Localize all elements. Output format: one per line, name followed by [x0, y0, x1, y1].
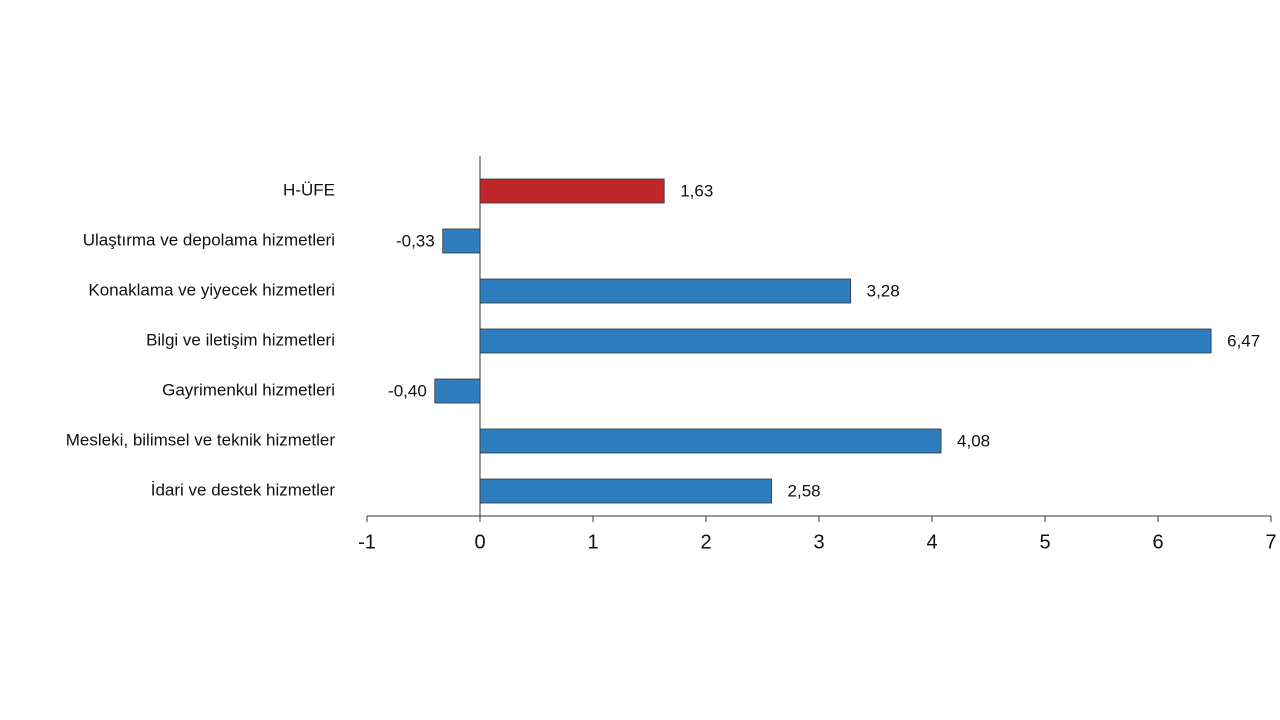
- y-tick-label: Ulaştırma ve depolama hizmetleri: [83, 230, 335, 249]
- bar: [442, 228, 481, 254]
- value-label: -0,40: [388, 381, 427, 400]
- value-label: 4,08: [957, 431, 990, 450]
- y-tick-label: Mesleki, bilimsel ve teknik hizmetler: [66, 430, 336, 449]
- value-label: 6,47: [1227, 331, 1260, 350]
- x-tick-label: 1: [587, 531, 598, 553]
- x-tick-label: 7: [1265, 531, 1276, 553]
- x-tick-label: 2: [700, 531, 711, 553]
- y-tick-label: Bilgi ve iletişim hizmetleri: [146, 330, 335, 349]
- value-label: 1,63: [680, 181, 713, 200]
- y-tick-label: Konaklama ve yiyecek hizmetleri: [88, 280, 335, 299]
- bar: [479, 328, 1212, 354]
- x-tick-label: 5: [1039, 531, 1050, 553]
- y-tick-label: Gayrimenkul hizmetleri: [162, 380, 335, 399]
- bar: [479, 428, 942, 454]
- bar: [479, 278, 852, 304]
- value-label: -0,33: [396, 231, 435, 250]
- x-tick-label: 6: [1152, 531, 1163, 553]
- bar: [479, 178, 665, 204]
- value-label: 3,28: [867, 281, 900, 300]
- x-tick-label: 4: [926, 531, 937, 553]
- y-tick-label: İdari ve destek hizmetler: [151, 480, 336, 499]
- x-tick-label: 0: [474, 531, 485, 553]
- x-tick-label: -1: [358, 531, 376, 553]
- bar: [479, 478, 772, 504]
- y-tick-label: H-ÜFE: [283, 180, 335, 199]
- value-label: 2,58: [788, 481, 821, 500]
- bar: [434, 378, 481, 404]
- x-tick-label: 3: [813, 531, 824, 553]
